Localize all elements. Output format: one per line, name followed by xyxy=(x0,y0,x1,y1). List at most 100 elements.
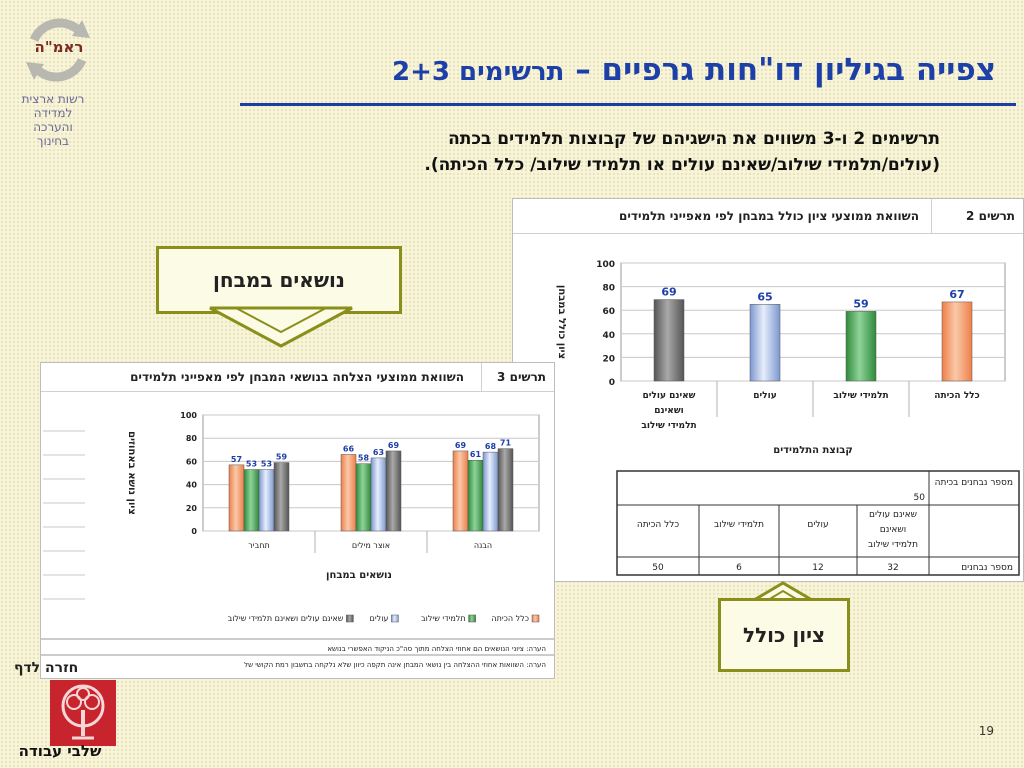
chart2-ytick-label: 100 xyxy=(596,260,615,270)
chart3-ytick-label: 80 xyxy=(186,434,198,443)
chart2-xlabel: קבוצת התלמידים xyxy=(773,445,852,456)
chart3-bar xyxy=(340,454,357,532)
page-number: 19 xyxy=(978,724,994,738)
chart2-table xyxy=(616,470,1020,576)
chart3-data-label: 63 xyxy=(373,448,384,457)
chart2-table-column-label: שאינם עולים ושאינם תלמידי שילוב xyxy=(868,510,918,550)
overall-score-callout: ציון כולל xyxy=(718,598,850,672)
chart2-data-label: 65 xyxy=(757,290,772,303)
chart2-data-label: 59 xyxy=(853,297,868,310)
chart2-number: תרשים 2 xyxy=(966,209,1015,223)
title-main: צפייה בגיליון דו"חות גרפיים xyxy=(601,52,996,88)
chart3-ytick-label: 60 xyxy=(186,457,198,466)
chart3-bar xyxy=(482,451,499,532)
org-line: בחינוך xyxy=(37,134,69,148)
title-underline xyxy=(240,103,1016,106)
chart2-table-cell: 32 xyxy=(887,563,898,573)
chart3-ytick-label: 0 xyxy=(191,527,197,536)
chart3-title: השוואת ממוצעי הצלחה בנושאי המבחן לפי מאפ… xyxy=(130,370,464,384)
chart2-data-label: 67 xyxy=(949,288,964,301)
chart3-legend-swatch xyxy=(391,614,399,623)
description-line: תרשימים 2 ו-3 משווים את הישגיהם של קבוצו… xyxy=(448,129,940,149)
description: תרשימים 2 ו-3 משווים את הישגיהם של קבוצו… xyxy=(240,126,940,178)
chart3-legend-label: כלל הכיתה xyxy=(491,614,529,623)
sheet-gridline xyxy=(931,199,932,233)
chart2-table-header-label: מספר נבחנים בכיתה xyxy=(935,478,1013,488)
page-title: צפייה בגיליון דו"חות גרפיים – תרשימים 2+… xyxy=(392,52,996,88)
sheet-gridline xyxy=(513,233,1023,234)
sheet-gridline xyxy=(481,363,482,391)
chart2-table-row-label: מספר נבחנים xyxy=(961,563,1013,573)
chart2-category-label: כלל הכיתה xyxy=(934,391,979,401)
chart2-table-column-label: תלמידי שילוב xyxy=(714,520,764,530)
chart2-sheet: תרשים 2 השוואת ממוצעי ציון כולל במבחן לפ… xyxy=(512,198,1024,582)
chart2-bar xyxy=(845,311,877,382)
chart3-sheet: תרשים 3 השוואת ממוצעי הצלחה בנושאי המבחן… xyxy=(40,362,555,679)
work-stages-link[interactable]: שלבי עבודה xyxy=(18,742,102,760)
chart2-bar xyxy=(653,299,685,382)
chart2-bar xyxy=(941,301,973,382)
chart3-data-label: 71 xyxy=(500,439,512,448)
raama-logo-ring-icon xyxy=(26,18,90,82)
chart3-ylabel: ציון נושא באחוזים xyxy=(126,431,137,515)
topics-callout: נושאים במבחן xyxy=(156,246,402,314)
sheet-gridline xyxy=(41,391,554,392)
chart2-table-cell: 6 xyxy=(736,563,742,573)
chart2-category-label: עולים xyxy=(753,391,776,401)
chart3-number: תרשים 3 xyxy=(497,370,546,384)
chart3-data-label: 58 xyxy=(358,454,370,463)
chart2-table-header-value: 50 xyxy=(914,493,926,503)
chart2-plot-area xyxy=(620,262,1006,382)
chart3-data-label: 68 xyxy=(485,442,497,451)
chart3-note: הערה: השוואות אחוזי ההצלחה בין נושאי המב… xyxy=(244,661,546,669)
chart3-legend-swatch xyxy=(468,614,476,623)
chart3-data-label: 69 xyxy=(455,441,467,450)
chart3-category-label: הבנה xyxy=(474,541,492,550)
chart3-bar xyxy=(370,457,387,532)
chart3-bar xyxy=(467,459,484,532)
chart3-data-label: 53 xyxy=(261,460,272,469)
chart3-bar xyxy=(355,463,372,532)
chart2-table-cell: 12 xyxy=(812,563,823,573)
chart3-data-label: 59 xyxy=(276,453,288,462)
chart3-data-label: 66 xyxy=(343,444,355,453)
chart3-xlabel: נושאים במבחן xyxy=(326,570,392,581)
chart3-bar xyxy=(497,448,514,532)
chart2-svg: 0 20 40 60 80 100 67 59 65 69 כלל הכיתה תלמידי שילו… xyxy=(556,260,1020,576)
chart3-legend-label: עולים xyxy=(370,614,389,623)
chart2-table-column-label: עולים xyxy=(807,520,828,530)
chart3-bar xyxy=(452,450,469,532)
chart2-ytick-label: 40 xyxy=(602,331,615,341)
chart3-bar xyxy=(258,469,275,532)
chart3-legend-label: שאינם עולים ושאינם תלמידי שילוב xyxy=(228,614,344,623)
chart2-ytick-label: 0 xyxy=(609,378,615,388)
chart3-data-label: 61 xyxy=(470,450,482,459)
chart3-legend-label: תלמידי שילוב xyxy=(421,614,466,623)
chart3-note: הערה: ציוני הנושאים הם אחוזי הצלחה מתוך … xyxy=(327,645,546,653)
back-link[interactable]: חזרה לדף xyxy=(14,660,79,676)
chart2-data-label: 69 xyxy=(661,286,676,299)
logo-text: ראמ"ה xyxy=(34,38,84,56)
chart3-category-label: תחביר xyxy=(248,541,269,550)
chart3-data-label: 69 xyxy=(388,441,400,450)
chart3-ytick-label: 20 xyxy=(186,504,198,513)
org-name: רשות ארצית למדידה והערכה בחינוך xyxy=(10,92,96,148)
chart2-ylabel: ציון כולל במבחן xyxy=(556,285,567,359)
chart3-bar xyxy=(273,462,290,532)
chart3-legend-swatch xyxy=(531,614,540,623)
chart2-ytick-label: 60 xyxy=(602,307,615,317)
tree-icon[interactable] xyxy=(50,680,116,746)
chart3-ytick-label: 100 xyxy=(180,411,197,420)
chart3-ytick-label: 40 xyxy=(186,481,198,490)
chart2-title: השוואת ממוצעי ציון כולל במבחן לפי מאפיינ… xyxy=(619,209,919,223)
chart2-bar xyxy=(749,304,781,382)
chart3-data-label: 53 xyxy=(246,460,257,469)
chart3-bar xyxy=(228,464,245,532)
title-sub: תרשימים 2+3 xyxy=(392,57,565,87)
title-dash: – xyxy=(564,52,602,88)
chart3-category-label: אוצר מילים xyxy=(352,541,390,550)
chart2-category-label: שאינם עולים ושאינם תלמידי שילוב xyxy=(641,391,696,431)
org-line: והערכה xyxy=(33,120,73,134)
chart2-table-column-label: כלל הכיתה xyxy=(637,520,680,530)
